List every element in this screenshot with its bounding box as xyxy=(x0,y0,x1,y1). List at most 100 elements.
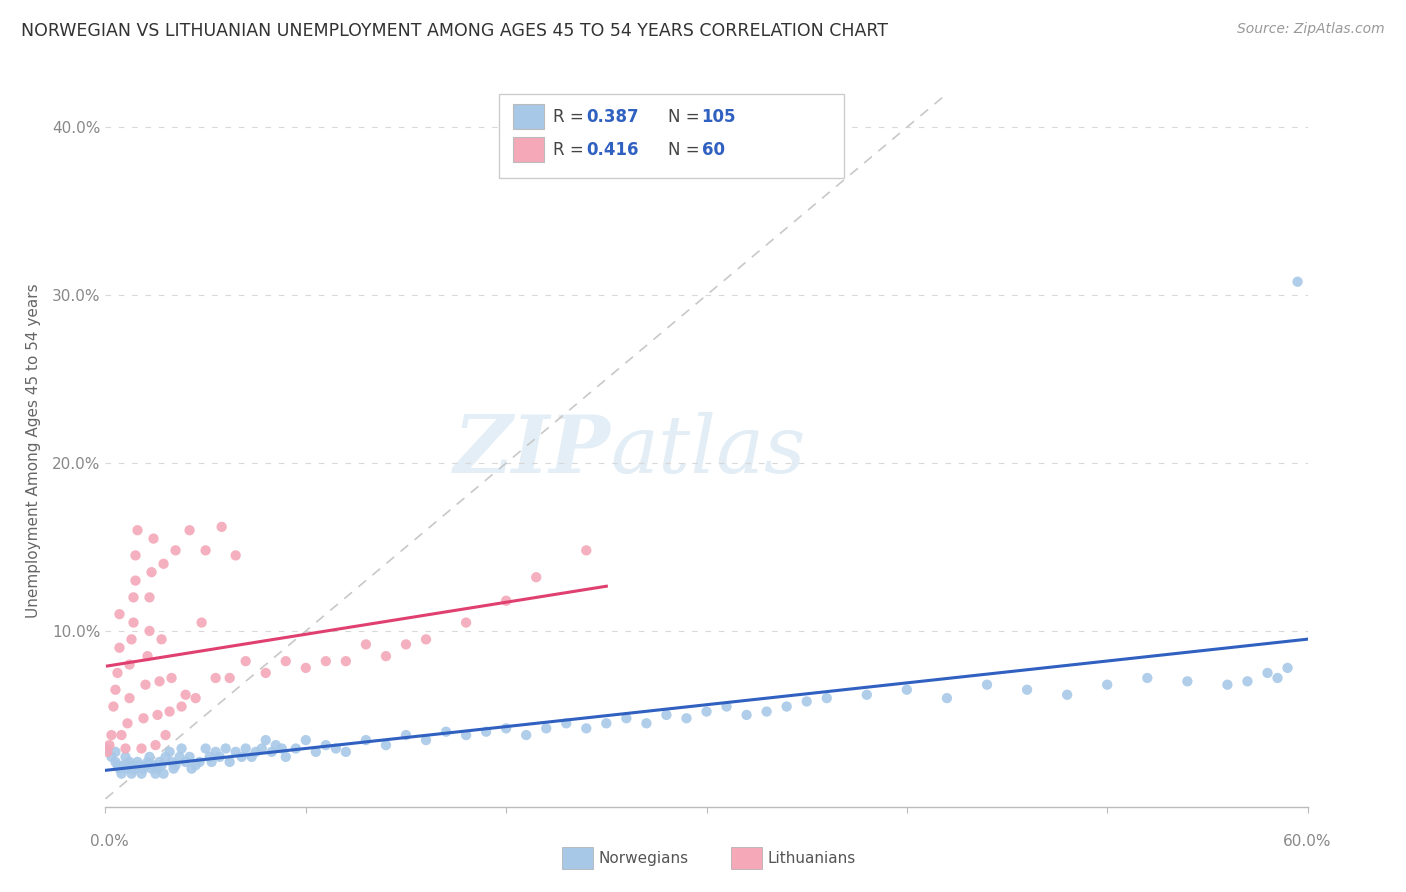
Point xyxy=(896,682,918,697)
Point xyxy=(121,762,143,776)
Point xyxy=(165,758,187,772)
Point xyxy=(270,741,292,756)
Point xyxy=(141,565,163,579)
Point xyxy=(454,615,477,630)
Point xyxy=(188,755,211,769)
Point xyxy=(274,750,297,764)
Point xyxy=(124,574,146,588)
Point xyxy=(117,758,139,772)
Point xyxy=(1277,661,1299,675)
Point xyxy=(150,758,173,772)
Point xyxy=(194,543,217,558)
Point xyxy=(295,661,318,675)
Point xyxy=(160,671,183,685)
Point xyxy=(132,762,155,776)
Point xyxy=(159,705,181,719)
Point xyxy=(110,766,132,780)
Text: 60.0%: 60.0% xyxy=(1284,834,1331,848)
Point xyxy=(122,615,145,630)
Text: atlas: atlas xyxy=(610,412,806,489)
Point xyxy=(124,762,146,776)
Point xyxy=(976,678,998,692)
Point xyxy=(315,738,337,752)
Point xyxy=(114,741,136,756)
Point xyxy=(475,724,498,739)
Point xyxy=(515,728,537,742)
Point xyxy=(295,733,318,747)
Point xyxy=(128,758,150,772)
Point xyxy=(142,532,165,546)
Point xyxy=(636,716,658,731)
Point xyxy=(107,758,129,772)
Point xyxy=(184,758,207,772)
Point xyxy=(141,762,163,776)
Point xyxy=(138,750,160,764)
Point xyxy=(174,688,197,702)
Point xyxy=(118,755,141,769)
Point xyxy=(204,745,226,759)
Point xyxy=(174,755,197,769)
Text: 60: 60 xyxy=(702,141,724,159)
Point xyxy=(936,691,959,706)
Text: R =: R = xyxy=(553,108,589,126)
Point xyxy=(776,699,799,714)
Point xyxy=(374,738,398,752)
Point xyxy=(796,694,818,708)
Point xyxy=(495,722,517,736)
Point xyxy=(254,733,277,747)
Text: 105: 105 xyxy=(702,108,737,126)
Point xyxy=(112,758,135,772)
Point xyxy=(135,678,157,692)
Point xyxy=(136,755,159,769)
Point xyxy=(260,745,283,759)
Point xyxy=(415,733,437,747)
Point xyxy=(264,738,287,752)
Point xyxy=(575,543,598,558)
Point xyxy=(136,649,159,664)
Point xyxy=(395,637,418,651)
Point xyxy=(231,750,253,764)
Point xyxy=(1236,674,1258,689)
Point xyxy=(138,591,160,605)
Point xyxy=(131,766,153,780)
Point xyxy=(127,755,149,769)
Point xyxy=(495,593,517,607)
Point xyxy=(201,755,224,769)
Point xyxy=(675,711,697,725)
Point xyxy=(104,682,127,697)
Point xyxy=(555,716,578,731)
Text: N =: N = xyxy=(668,108,704,126)
Point xyxy=(315,654,337,668)
Point xyxy=(122,591,145,605)
Point xyxy=(179,750,201,764)
Text: Lithuanians: Lithuanians xyxy=(768,851,856,865)
Point xyxy=(152,557,174,571)
Point xyxy=(434,724,457,739)
Point xyxy=(335,745,357,759)
Point xyxy=(374,649,398,664)
Point xyxy=(235,741,257,756)
Point xyxy=(150,632,173,647)
Point xyxy=(108,607,131,622)
Point xyxy=(1097,678,1119,692)
Point xyxy=(204,671,226,685)
Point xyxy=(103,699,125,714)
Point xyxy=(354,733,377,747)
Point xyxy=(100,750,122,764)
Point xyxy=(108,640,131,655)
Point xyxy=(135,758,157,772)
Point xyxy=(107,665,129,680)
Point xyxy=(180,762,202,776)
Point xyxy=(159,745,181,759)
Text: NORWEGIAN VS LITHUANIAN UNEMPLOYMENT AMONG AGES 45 TO 54 YEARS CORRELATION CHART: NORWEGIAN VS LITHUANIAN UNEMPLOYMENT AMO… xyxy=(21,22,889,40)
Point xyxy=(145,766,167,780)
Y-axis label: Unemployment Among Ages 45 to 54 years: Unemployment Among Ages 45 to 54 years xyxy=(25,283,41,618)
Point xyxy=(305,745,328,759)
Point xyxy=(395,728,418,742)
Point xyxy=(755,705,778,719)
Point xyxy=(190,615,212,630)
Point xyxy=(169,750,191,764)
Point xyxy=(1257,665,1279,680)
Point xyxy=(225,549,247,563)
Point xyxy=(1177,674,1199,689)
